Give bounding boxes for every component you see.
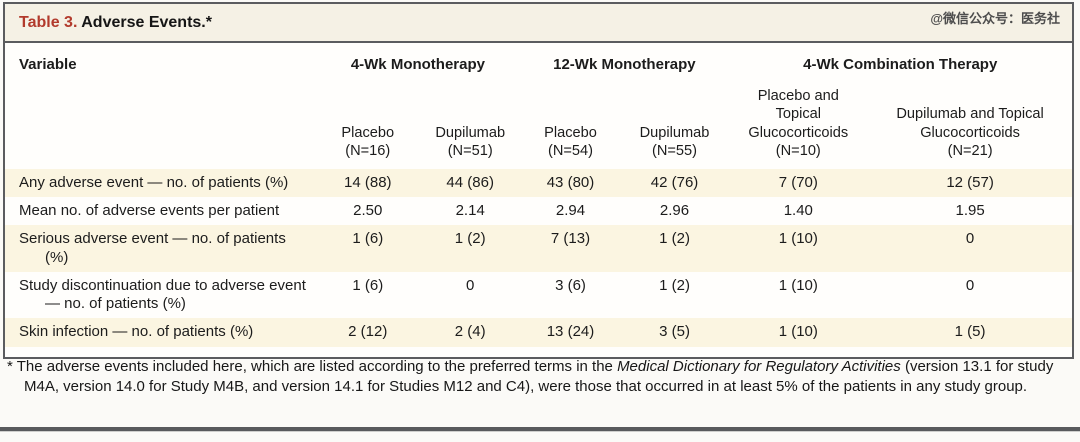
table-cell: 43 (80) <box>546 173 595 191</box>
bottom-rule-divider <box>0 427 1080 432</box>
table-title-text: Adverse Events.* <box>77 14 212 31</box>
table-number: Table 3. <box>19 14 78 31</box>
column-n: (N=55) <box>652 143 698 160</box>
table-title: Table 3. Adverse Events.* <box>19 14 212 32</box>
column-header-dupilumab-55: Dupilumab (N=55) <box>621 75 729 169</box>
table-cell: 42 (76) <box>650 173 699 191</box>
table-row-skin-infection: Skin infection — no. of patients (%) 2 (… <box>5 318 1072 347</box>
column-name: Dupilumab and Topical Glucocorticoids <box>896 106 1044 141</box>
table-cell: 1 (10) <box>778 323 818 341</box>
table-title-bar: Table 3. Adverse Events.* @微信公众号：医务社 <box>5 4 1072 43</box>
watermark-text: @微信公众号：医务社 <box>930 11 1060 26</box>
table-cell: 3 (5) <box>659 323 690 341</box>
subgroup-header-row: Placebo (N=16) Dupilumab (N=51) Placebo … <box>5 75 1072 169</box>
column-header-dupilumab-51: Dupilumab (N=51) <box>420 75 520 169</box>
column-name: Placebo <box>544 124 597 141</box>
footnote-text-end: (version 13.1 for study M4A, version 14.… <box>24 358 1054 396</box>
row-label: Mean no. of adverse events per patient <box>19 201 280 219</box>
row-label: Skin infection — no. of patients (%) <box>19 323 254 341</box>
column-n: (N=16) <box>345 143 391 160</box>
table-cell: 0 <box>466 276 475 294</box>
table-cell: 2.96 <box>659 201 690 219</box>
column-header-placebo-54: Placebo (N=54) <box>520 75 620 169</box>
row-label: Study discontinuation due to adverse eve… <box>19 276 306 313</box>
table-cell: 13 (24) <box>546 323 595 341</box>
table-cell: 1 (10) <box>778 276 818 294</box>
footnote-italic-title: Medical Dictionary for Regulatory Activi… <box>617 358 901 375</box>
table-cell: 2 (4) <box>454 323 486 341</box>
table-cell: 0 <box>965 230 975 248</box>
row-label: Serious adverse event — no. of patients … <box>19 230 286 266</box>
group-header-4wk-combo: 4-Wk Combination Therapy <box>803 56 998 73</box>
column-header-placebo-gc-10: Placebo and Topical Glucocorticoids (N=1… <box>728 75 868 169</box>
column-header-dupilumab-gc-21: Dupilumab and Topical Glucocorticoids (N… <box>868 75 1072 169</box>
row-label: Any adverse event — no. of patients (%) <box>19 173 289 191</box>
column-name: Dupilumab <box>435 124 506 141</box>
group-header-4wk-mono: 4-Wk Monotherapy <box>350 56 485 73</box>
column-name: Placebo <box>341 124 395 141</box>
table-cell: 1 (2) <box>659 276 690 294</box>
table-cell: 1.40 <box>783 201 813 219</box>
table-cell: 2 (12) <box>348 323 388 341</box>
table-row-any-adverse-event: Any adverse event — no. of patients (%) … <box>5 168 1072 197</box>
table-footnote: * The adverse events included here, whic… <box>7 357 1080 398</box>
table-cell: 7 (13) <box>550 230 591 248</box>
table-cell: 2.50 <box>353 201 383 219</box>
group-header-12wk-mono: 12-Wk Monotherapy <box>553 56 696 73</box>
table-cell: 1 (6) <box>352 276 384 294</box>
table-row-mean-events: Mean no. of adverse events per patient 2… <box>5 197 1072 225</box>
table-cell: 44 (86) <box>446 173 494 191</box>
table-cell: 14 (88) <box>344 173 392 191</box>
table-cell: 1 (2) <box>659 230 690 248</box>
column-name: Placebo and Topical Glucocorticoids <box>748 87 849 141</box>
table-3-panel: Table 3. Adverse Events.* @微信公众号：医务社 Var… <box>3 2 1074 359</box>
column-n: (N=51) <box>447 143 493 160</box>
column-header-placebo-16: Placebo (N=16) <box>315 75 420 169</box>
table-row-study-discontinuation: Study discontinuation due to adverse eve… <box>5 272 1072 319</box>
adverse-events-table: Variable 4-Wk Monotherapy 12-Wk Monother… <box>5 43 1072 347</box>
column-header-variable: Variable <box>19 56 77 73</box>
empty-header-cell <box>5 75 315 169</box>
table-cell: 1 (2) <box>454 230 486 248</box>
column-n: (N=21) <box>947 143 993 160</box>
column-n: (N=54) <box>547 143 593 160</box>
table-cell: 2.94 <box>555 201 586 219</box>
table-body: Variable 4-Wk Monotherapy 12-Wk Monother… <box>5 43 1072 357</box>
group-header-row: Variable 4-Wk Monotherapy 12-Wk Monother… <box>5 43 1072 75</box>
column-n: (N=10) <box>775 143 821 160</box>
footnote-marker: * <box>7 358 13 375</box>
table-cell: 2.14 <box>455 201 485 219</box>
footnote-text-start: The adverse events included here, which … <box>12 358 618 375</box>
table-cell: 7 (70) <box>778 173 818 191</box>
table-row-serious-adverse-event: Serious adverse event — no. of patients … <box>5 225 1072 272</box>
table-cell: 3 (6) <box>555 276 586 294</box>
table-cell: 0 <box>965 276 975 294</box>
table-cell: 12 (57) <box>946 173 994 191</box>
table-cell: 1 (10) <box>778 230 818 248</box>
table-cell: 1.95 <box>955 201 985 219</box>
table-cell: 1 (6) <box>352 230 384 248</box>
table-cell: 1 (5) <box>954 323 986 341</box>
column-name: Dupilumab <box>639 124 710 141</box>
